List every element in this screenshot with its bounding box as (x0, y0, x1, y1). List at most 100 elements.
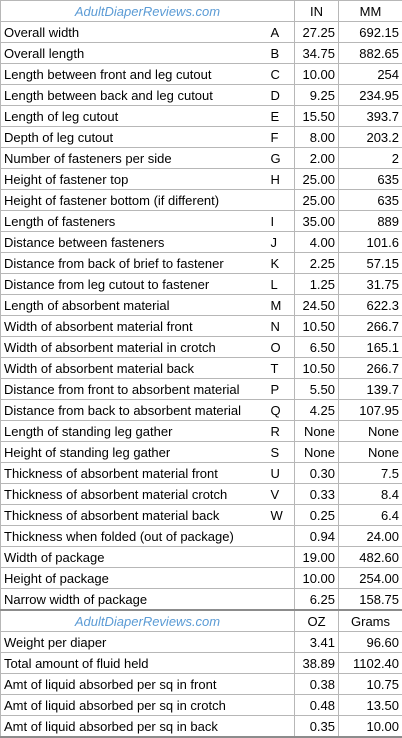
value-primary-unit: 5.50 (295, 379, 339, 400)
row-label: Distance from leg cutout to fastener (1, 274, 269, 295)
value-primary-unit: 38.89 (295, 653, 339, 674)
table-row: Height of fastener bottom (if different)… (1, 190, 402, 211)
value-secondary-unit: 8.4 (339, 484, 402, 505)
row-code (269, 190, 295, 211)
value-secondary-unit: None (339, 421, 402, 442)
value-primary-unit: 9.25 (295, 85, 339, 106)
row-label: Amt of liquid absorbed per sq in back (1, 716, 269, 738)
table-row: Amt of liquid absorbed per sq in back 0.3… (1, 716, 402, 738)
row-label: Height of fastener top (1, 169, 269, 190)
row-code: P (269, 379, 295, 400)
value-secondary-unit: 889 (339, 211, 402, 232)
row-label: Thickness when folded (out of package) (1, 526, 269, 547)
row-code: F (269, 127, 295, 148)
value-secondary-unit: 882.65 (339, 43, 402, 64)
row-label: Total amount of fluid held (1, 653, 269, 674)
value-primary-unit: 25.00 (295, 190, 339, 211)
value-primary-unit: 24.50 (295, 295, 339, 316)
value-primary-unit: 0.30 (295, 463, 339, 484)
value-primary-unit: 0.35 (295, 716, 339, 738)
row-code (269, 674, 295, 695)
value-secondary-unit: 10.75 (339, 674, 402, 695)
value-primary-unit: 0.94 (295, 526, 339, 547)
unit-header-mm: MM (339, 1, 402, 22)
value-secondary-unit: 101.6 (339, 232, 402, 253)
row-label: Thickness of absorbent material front (1, 463, 269, 484)
row-label: Depth of leg cutout (1, 127, 269, 148)
value-primary-unit: 10.00 (295, 568, 339, 589)
row-code: Q (269, 400, 295, 421)
value-primary-unit: 0.25 (295, 505, 339, 526)
row-label: Distance between fasteners (1, 232, 269, 253)
value-secondary-unit: 139.7 (339, 379, 402, 400)
value-secondary-unit: 13.50 (339, 695, 402, 716)
value-secondary-unit: 1102.40 (339, 653, 402, 674)
table-row: Distance from front to absorbent materia… (1, 379, 402, 400)
row-label: Length of standing leg gather (1, 421, 269, 442)
value-secondary-unit: 622.3 (339, 295, 402, 316)
row-code: L (269, 274, 295, 295)
value-primary-unit: 8.00 (295, 127, 339, 148)
value-secondary-unit: 57.15 (339, 253, 402, 274)
row-code: E (269, 106, 295, 127)
value-secondary-unit: 2 (339, 148, 402, 169)
value-secondary-unit: 96.60 (339, 632, 402, 653)
row-label: Length of fasteners (1, 211, 269, 232)
value-secondary-unit: 692.15 (339, 22, 402, 43)
row-code (269, 568, 295, 589)
value-primary-unit: 10.50 (295, 358, 339, 379)
row-code: C (269, 64, 295, 85)
row-label: Weight per diaper (1, 632, 269, 653)
value-secondary-unit: 254.00 (339, 568, 402, 589)
row-code (269, 716, 295, 738)
value-primary-unit: None (295, 442, 339, 463)
row-code (269, 653, 295, 674)
table-row: Thickness when folded (out of package) 0.… (1, 526, 402, 547)
row-code: J (269, 232, 295, 253)
value-secondary-unit: 393.7 (339, 106, 402, 127)
row-code (269, 526, 295, 547)
row-label: Width of package (1, 547, 269, 568)
row-code: O (269, 337, 295, 358)
row-code: K (269, 253, 295, 274)
row-label: Length of leg cutout (1, 106, 269, 127)
row-label: Length between back and leg cutout (1, 85, 269, 106)
value-secondary-unit: 31.75 (339, 274, 402, 295)
row-label: Height of standing leg gather (1, 442, 269, 463)
row-label: Distance from back to absorbent material (1, 400, 269, 421)
row-label: Width of absorbent material front (1, 316, 269, 337)
value-secondary-unit: 234.95 (339, 85, 402, 106)
row-label: Distance from back of brief to fastener (1, 253, 269, 274)
header-row-weight: AdultDiaperReviews.com OZ Grams (1, 610, 402, 632)
row-code: S (269, 442, 295, 463)
row-label: Number of fasteners per side (1, 148, 269, 169)
row-label: Width of absorbent material back (1, 358, 269, 379)
value-secondary-unit: 203.2 (339, 127, 402, 148)
value-primary-unit: 25.00 (295, 169, 339, 190)
row-code (269, 695, 295, 716)
row-label: Overall width (1, 22, 269, 43)
value-secondary-unit: 7.5 (339, 463, 402, 484)
value-secondary-unit: 266.7 (339, 358, 402, 379)
value-secondary-unit: 158.75 (339, 589, 402, 611)
row-code (269, 547, 295, 568)
value-primary-unit: None (295, 421, 339, 442)
value-primary-unit: 2.00 (295, 148, 339, 169)
value-primary-unit: 3.41 (295, 632, 339, 653)
